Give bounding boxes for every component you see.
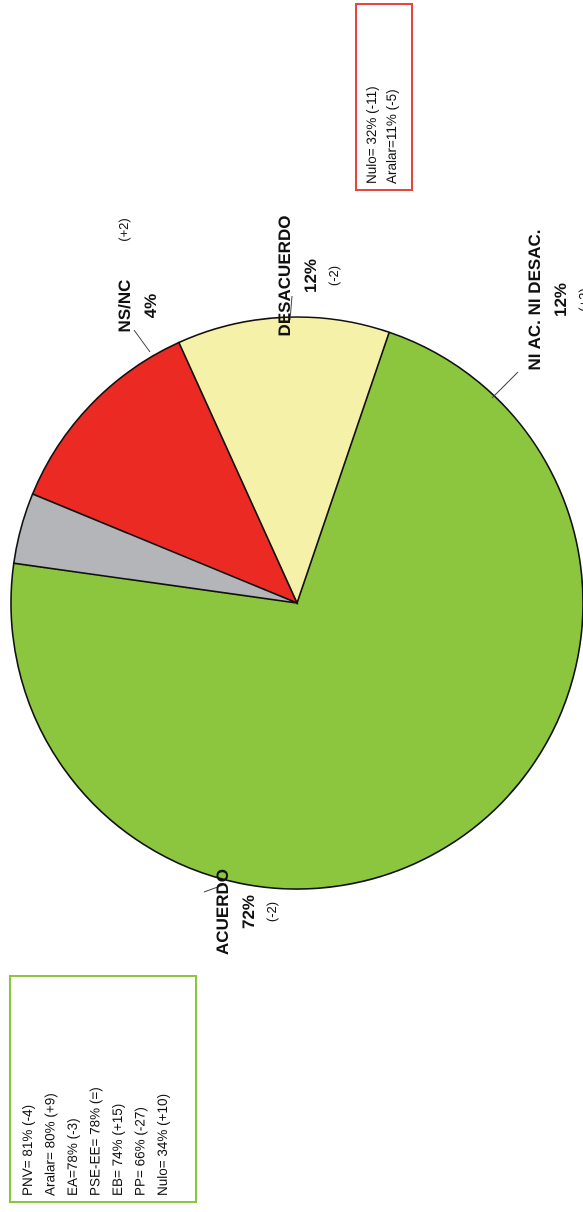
pie-slice-acuerdo: [10, 331, 583, 890]
slice-label-chg: (-2): [326, 266, 341, 286]
acuerdo-breakdown-line: PNV= 81% (-4): [20, 1105, 35, 1196]
slice-label-pct: 12%: [551, 283, 570, 317]
slice-label-chg: (+2): [576, 288, 583, 311]
acuerdo-breakdown-line: EB= 74% (+15): [110, 1104, 125, 1196]
slice-label: ACUERDO 72% (-2): [213, 869, 279, 955]
acuerdo-breakdown-box: [9, 975, 197, 1203]
slice-labels: ACUERDO 72% (-2) NI AC. NI DESAC. 12% (+2) DES…: [115, 216, 583, 955]
leader-line: [133, 329, 151, 353]
pie-slices: [10, 316, 583, 890]
slice-label-pct: 72%: [239, 895, 258, 929]
acuerdo-breakdown-line: Aralar= 80% (+9): [43, 1093, 58, 1196]
slice-label-name: NS/NC: [115, 280, 134, 333]
leader-line: [491, 371, 519, 399]
slice-label-chg: (-2): [264, 902, 279, 922]
desacuerdo-breakdown-line: Aralar=11% (-5): [384, 89, 399, 184]
slice-label: DESACUERDO 12% (-2): [275, 216, 341, 337]
slice-label: NI AC. NI DESAC. 12% (+2): [525, 229, 583, 370]
desacuerdo-breakdown-line: Nulo= 32% (-11): [364, 86, 379, 184]
pie-slice-ni-ac-ni-desac-: [177, 316, 391, 606]
acuerdo-breakdown-line: PSE-EE= 78% (=): [88, 1087, 103, 1196]
pie-slice-desacuerdo: [31, 341, 299, 605]
breakdown-boxes: PNV= 81% (-4) Aralar= 80% (+9) EA=78% (-3)…: [9, 3, 413, 1203]
slice-label-pct: 12%: [301, 259, 320, 293]
acuerdo-breakdown-line: PP= 66% (-27): [133, 1107, 148, 1196]
slice-label-pct: 4%: [141, 294, 160, 319]
acuerdo-breakdown-line: Nulo= 34% (+10): [155, 1094, 170, 1196]
slice-label-name: ACUERDO: [213, 869, 232, 955]
slice-label-name: DESACUERDO: [275, 216, 294, 337]
acuerdo-breakdown-line: EA=78% (-3): [65, 1118, 80, 1196]
slice-label-chg: (+2): [116, 218, 131, 241]
desacuerdo-breakdown-box: [355, 3, 413, 191]
slice-label: NS/NC 4%: [115, 280, 160, 333]
pie-slice-ns-nc: [12, 492, 298, 604]
slice-label-name: NI AC. NI DESAC.: [525, 229, 544, 370]
leader-line: [289, 295, 293, 321]
leader-lines: [133, 295, 519, 893]
leader-line: [203, 883, 227, 893]
